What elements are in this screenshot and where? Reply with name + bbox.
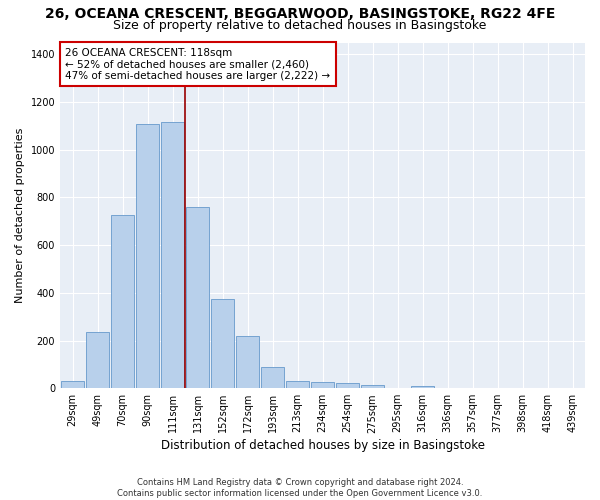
- Bar: [411, 386, 434, 388]
- Bar: [361, 384, 384, 388]
- Bar: [261, 366, 284, 388]
- X-axis label: Distribution of detached houses by size in Basingstoke: Distribution of detached houses by size …: [161, 440, 485, 452]
- Bar: [111, 216, 134, 388]
- Text: 26 OCEANA CRESCENT: 118sqm
← 52% of detached houses are smaller (2,460)
47% of s: 26 OCEANA CRESCENT: 118sqm ← 52% of deta…: [65, 48, 331, 81]
- Bar: [286, 381, 309, 388]
- Y-axis label: Number of detached properties: Number of detached properties: [15, 128, 25, 303]
- Bar: [161, 122, 184, 388]
- Bar: [136, 124, 159, 388]
- Bar: [236, 336, 259, 388]
- Bar: [311, 382, 334, 388]
- Bar: [61, 381, 84, 388]
- Bar: [336, 384, 359, 388]
- Bar: [86, 332, 109, 388]
- Text: 26, OCEANA CRESCENT, BEGGARWOOD, BASINGSTOKE, RG22 4FE: 26, OCEANA CRESCENT, BEGGARWOOD, BASINGS…: [45, 8, 555, 22]
- Text: Contains HM Land Registry data © Crown copyright and database right 2024.
Contai: Contains HM Land Registry data © Crown c…: [118, 478, 482, 498]
- Bar: [211, 299, 234, 388]
- Text: Size of property relative to detached houses in Basingstoke: Size of property relative to detached ho…: [113, 19, 487, 32]
- Bar: [186, 207, 209, 388]
